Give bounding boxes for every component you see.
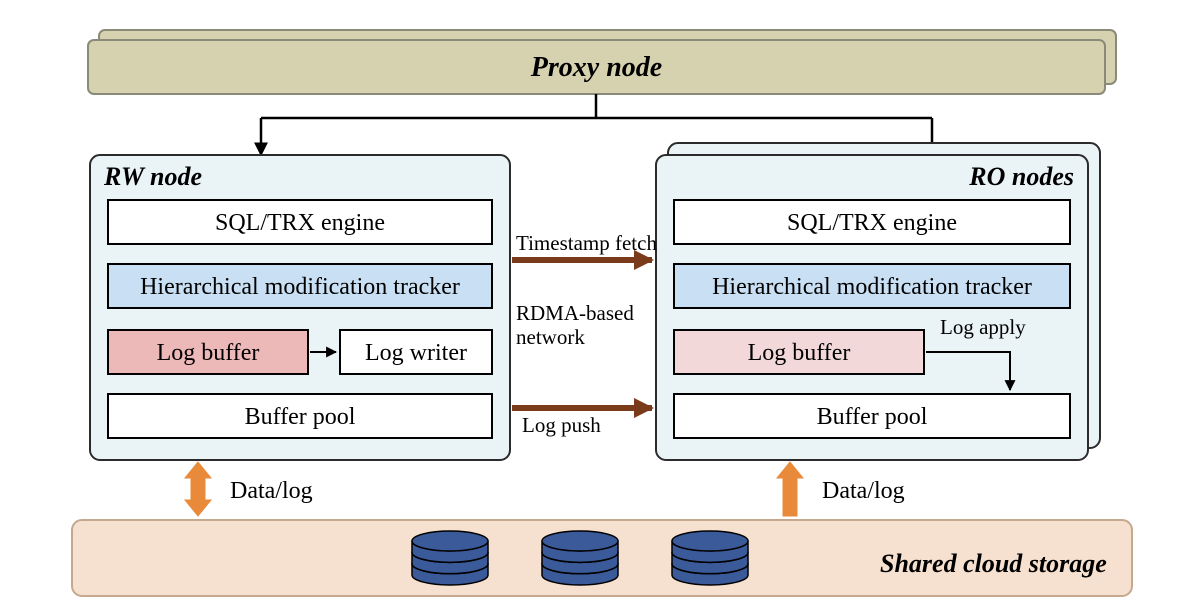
- ro-logbuf-label: Log buffer: [748, 340, 851, 366]
- proxy-label: Proxy node: [530, 52, 662, 83]
- rw-logwriter-label: Log writer: [365, 340, 467, 366]
- label-datalog-rw: Data/log: [230, 478, 313, 504]
- label-timestamp: Timestamp fetch: [516, 231, 657, 255]
- label-datalog-ro: Data/log: [822, 478, 905, 504]
- rw-title: RW node: [103, 162, 202, 191]
- ro-bufpool-label: Buffer pool: [817, 404, 928, 430]
- rw-logbuf-label: Log buffer: [157, 340, 260, 366]
- rw-sql-label: SQL/TRX engine: [215, 210, 385, 236]
- rw-tracker-label: Hierarchical modification tracker: [140, 274, 460, 300]
- label-rdma-2: network: [516, 325, 585, 349]
- disk-icon: [672, 531, 748, 585]
- label-rdma-1: RDMA-based: [516, 301, 634, 325]
- label-logpush: Log push: [522, 413, 601, 437]
- disk-icon: [542, 531, 618, 585]
- ro-sql-label: SQL/TRX engine: [787, 210, 957, 236]
- rw-bufpool-label: Buffer pool: [245, 404, 356, 430]
- ro-log-apply-label: Log apply: [940, 315, 1026, 339]
- ro-title: RO nodes: [968, 162, 1074, 191]
- ro-tracker-label: Hierarchical modification tracker: [712, 274, 1032, 300]
- storage-label: Shared cloud storage: [880, 549, 1107, 578]
- disk-icon: [412, 531, 488, 585]
